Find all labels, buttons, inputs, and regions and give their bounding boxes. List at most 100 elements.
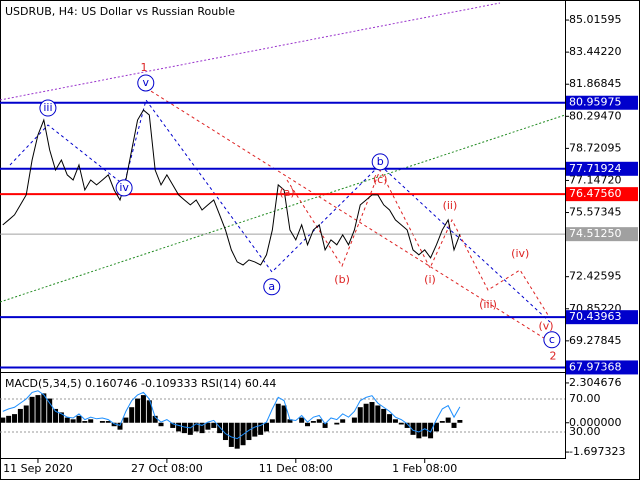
x-tick-label: 11 Sep 2020	[3, 462, 73, 475]
macd-bar	[17, 408, 23, 423]
wave-label: c	[549, 333, 555, 346]
macd-bar	[334, 422, 340, 425]
wave-label: a	[268, 280, 275, 293]
macd-bar	[0, 417, 6, 423]
macd-bar	[310, 421, 316, 423]
trend-lines	[0, 2, 566, 346]
macd-bar	[222, 422, 228, 441]
macd-bar	[422, 422, 428, 437]
macd-bar	[381, 408, 387, 423]
macd-bar	[340, 419, 346, 423]
y2-tick-label: 30.00	[569, 425, 601, 438]
wave-path	[9, 98, 551, 323]
y-tick-label: 0.000000	[569, 416, 622, 429]
macd-bar	[281, 405, 287, 423]
macd-bar	[451, 422, 457, 428]
macd-bar	[181, 422, 187, 434]
macd-bar	[105, 421, 111, 423]
macd-bar	[211, 422, 217, 428]
macd-bar	[205, 422, 211, 430]
wave-label: b	[377, 155, 384, 168]
macd-bar	[76, 415, 82, 423]
macd-bar	[416, 422, 422, 439]
macd-bar	[41, 393, 47, 423]
y2-tick-label: 70.00	[569, 392, 601, 405]
y-tick-label: 77.14720	[569, 173, 622, 186]
macd-bar	[217, 422, 223, 434]
macd-bar	[398, 422, 404, 425]
y-tick-label: 83.44220	[569, 45, 622, 58]
macd-bar	[193, 422, 199, 432]
wave-label: v	[143, 76, 150, 89]
macd-bar	[140, 395, 146, 423]
macd-bar	[234, 422, 240, 449]
price-line	[2, 390, 461, 440]
chart-title: USDRUB, H4: US Dollar vs Russian Rouble	[5, 5, 235, 18]
y-tick-label: 75.57345	[569, 206, 622, 219]
macd-bar	[246, 422, 252, 441]
macd-bar	[117, 422, 123, 430]
level-label-box	[566, 360, 638, 375]
level-label-box	[566, 310, 638, 325]
macd-bar	[269, 419, 275, 423]
macd-bar	[47, 398, 53, 423]
channel-line	[0, 2, 501, 101]
indicator-title: MACD(5,34,5) 0.160746 -0.109333 RSI(14) …	[5, 377, 276, 390]
level-label: 67.97368	[569, 360, 622, 373]
wave-circle	[543, 331, 561, 349]
macd-bar	[146, 400, 152, 423]
macd-bar	[58, 412, 64, 423]
macd-bar	[6, 415, 12, 423]
y-tick-label: 80.29470	[569, 109, 622, 122]
macd-bar	[428, 422, 434, 439]
wave-label: (i)	[424, 273, 436, 286]
macd-bar	[70, 419, 76, 423]
macd-bar	[404, 422, 410, 428]
y-tick-label: 2.304676	[569, 376, 622, 389]
macd-bar	[264, 422, 269, 432]
macd-bar	[322, 422, 328, 428]
x-tick-label: 27 Oct 08:00	[131, 462, 203, 475]
wave-label: 1	[141, 61, 148, 74]
macd-bar	[445, 417, 451, 423]
level-label-box	[566, 161, 638, 176]
macd-bar	[287, 419, 293, 423]
macd-bar	[64, 417, 70, 423]
macd-bar	[252, 422, 258, 437]
macd-bar	[158, 422, 164, 427]
macd-bar	[129, 407, 135, 423]
x-tick-label: 11 Dec 08:00	[259, 462, 333, 475]
macd-bar	[363, 403, 369, 423]
wave-circle	[115, 179, 133, 197]
level-label-box	[566, 187, 638, 202]
macd-bar	[392, 419, 398, 423]
wave-label: (v)	[538, 320, 553, 333]
macd-bar	[152, 415, 158, 423]
y-tick-label: 69.27845	[569, 334, 622, 347]
macd-bar	[433, 422, 439, 432]
y-tick-label: 78.72095	[569, 141, 622, 154]
level-label: 77.71924	[569, 162, 622, 175]
macd-bar	[135, 398, 141, 423]
macd-bar	[316, 419, 322, 423]
macd-bar	[375, 405, 381, 423]
macd-bar	[258, 422, 264, 435]
wave-label: (a)	[279, 186, 294, 199]
wave-label: (ii)	[443, 199, 458, 212]
macd-bar	[35, 395, 41, 423]
macd-bar	[299, 417, 305, 423]
macd-bar	[457, 419, 463, 423]
wave-circle	[137, 74, 155, 92]
wave-circle	[39, 99, 57, 117]
macd-bar	[170, 422, 176, 428]
macd-bar	[228, 422, 234, 447]
wave-label: (iv)	[511, 247, 529, 260]
y-tick-label: 85.01595	[569, 13, 622, 26]
wave-label: iv	[119, 181, 129, 194]
macd-bar	[23, 405, 29, 423]
level-label-box	[566, 95, 638, 110]
macd-bar	[275, 403, 281, 423]
macd-bar	[387, 414, 393, 423]
wave-label: (b)	[334, 273, 350, 286]
